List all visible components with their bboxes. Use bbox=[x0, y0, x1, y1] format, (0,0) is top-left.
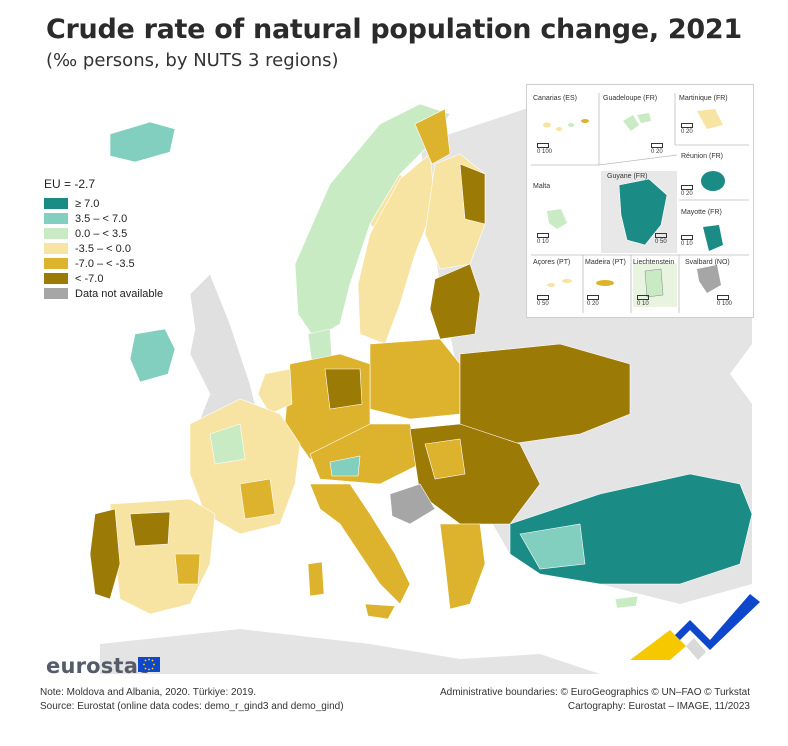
cartography-credit: Cartography: Eurostat – IMAGE, 11/2023 bbox=[567, 701, 750, 712]
inset-label-martinique: Martinique (FR) bbox=[679, 95, 728, 102]
legend-swatch bbox=[44, 273, 68, 284]
inset-label-reunion: Réunion (FR) bbox=[681, 153, 724, 160]
inset-label-madeira: Madeira (PT) bbox=[585, 259, 626, 266]
legend-swatch bbox=[44, 198, 68, 209]
inset-label-mayotte: Mayotte (FR) bbox=[681, 209, 722, 216]
inset-panel: Canarias (ES) Guadeloupe (FR) Martinique… bbox=[526, 84, 754, 318]
region-portugal bbox=[89, 508, 121, 600]
decorative-corner bbox=[630, 594, 760, 660]
legend-swatch bbox=[44, 228, 68, 239]
legend-item: Data not available bbox=[44, 286, 204, 301]
scale-bar: 0 10 bbox=[537, 233, 551, 245]
scale-bar: 0 10 bbox=[637, 295, 651, 307]
legend-swatch bbox=[44, 288, 68, 299]
scale-bar: 0 20 bbox=[681, 185, 695, 197]
legend-item: -7.0 – < -3.5 bbox=[44, 256, 204, 271]
legend-label: 0.0 – < 3.5 bbox=[75, 227, 128, 240]
inset-guyane-shape bbox=[618, 178, 668, 246]
legend-swatch bbox=[44, 213, 68, 224]
scale-bar: 0 50 bbox=[537, 295, 551, 307]
source-line: Source: Eurostat (online data codes: dem… bbox=[40, 701, 344, 712]
legend-item: ≥ 7.0 bbox=[44, 196, 204, 211]
region-cyprus bbox=[614, 595, 639, 609]
inset-canarias-shape bbox=[543, 122, 551, 128]
boundaries-credit: Administrative boundaries: © EuroGeograp… bbox=[439, 687, 750, 698]
legend-item: < -7.0 bbox=[44, 271, 204, 286]
inset-liechtenstein-shape bbox=[644, 268, 664, 298]
region-sweden bbox=[357, 153, 436, 345]
legend-swatch bbox=[44, 258, 68, 269]
legend-label: 3.5 – < 7.0 bbox=[75, 212, 128, 225]
credits: Administrative boundaries: © EuroGeograp… bbox=[440, 686, 750, 714]
map-title: Crude rate of natural population change,… bbox=[46, 14, 742, 45]
legend-label: -3.5 – < 0.0 bbox=[75, 242, 131, 255]
legend-swatch bbox=[44, 243, 68, 254]
inset-label-acores: Açores (PT) bbox=[533, 259, 571, 266]
inset-guadeloupe-shape bbox=[623, 115, 639, 131]
inset-label-malta: Malta bbox=[533, 183, 551, 190]
scale-bar: 0 20 bbox=[681, 123, 695, 135]
inset-label-guadeloupe: Guadeloupe (FR) bbox=[603, 95, 658, 102]
region-iceland bbox=[109, 121, 176, 163]
scale-bar: 0 50 bbox=[655, 233, 669, 245]
inset-svalbard-shape bbox=[697, 265, 721, 293]
region-ireland bbox=[129, 328, 176, 383]
legend-title: EU = -2.7 bbox=[44, 177, 96, 191]
inset-label-canarias: Canarias (ES) bbox=[533, 95, 577, 102]
notes: Note: Moldova and Albania, 2020. Türkiye… bbox=[40, 686, 344, 714]
inset-mayotte-shape bbox=[703, 225, 723, 251]
map-subtitle: (‰ persons, by NUTS 3 regions) bbox=[46, 50, 339, 71]
legend-item: 3.5 – < 7.0 bbox=[44, 211, 204, 226]
region-poland bbox=[369, 338, 461, 420]
inset-reunion-shape bbox=[701, 171, 725, 191]
inset-label-svalbard: Svalbard (NO) bbox=[685, 259, 730, 266]
legend-label: Data not available bbox=[75, 287, 164, 300]
region-benelux bbox=[257, 368, 293, 415]
inset-label-liechtenstein: Liechtenstein bbox=[633, 259, 675, 266]
legend-label: ≥ 7.0 bbox=[75, 197, 100, 210]
region-baltics bbox=[429, 263, 481, 340]
scale-bar: 0 100 bbox=[717, 295, 732, 307]
scale-bar: 0 20 bbox=[587, 295, 601, 307]
legend: EU = -2.7 ≥ 7.0 3.5 – < 7.0 0.0 – < 3.5 … bbox=[44, 177, 204, 301]
eurostat-logo: eurostat bbox=[46, 654, 149, 678]
legend-label: < -7.0 bbox=[75, 272, 104, 285]
note-line: Note: Moldova and Albania, 2020. Türkiye… bbox=[40, 687, 257, 698]
region-greece bbox=[439, 523, 486, 610]
legend-item: 0.0 – < 3.5 bbox=[44, 226, 204, 241]
inset-label-guyane: Guyane (FR) bbox=[607, 173, 648, 180]
scale-bar: 0 10 bbox=[681, 235, 695, 247]
inset-martinique-shape bbox=[697, 109, 723, 129]
region-bosnia bbox=[389, 483, 436, 525]
legend-label: -7.0 – < -3.5 bbox=[75, 257, 135, 270]
legend-item: -3.5 – < 0.0 bbox=[44, 241, 204, 256]
inset-malta-shape bbox=[547, 209, 567, 229]
scale-bar: 0 20 bbox=[651, 143, 665, 155]
scale-bar: 0 100 bbox=[537, 143, 552, 155]
eu-flag-icon bbox=[138, 657, 160, 672]
region-italy bbox=[309, 483, 411, 605]
inset-acores-shape bbox=[547, 283, 555, 287]
inset-madeira-shape bbox=[596, 280, 614, 286]
